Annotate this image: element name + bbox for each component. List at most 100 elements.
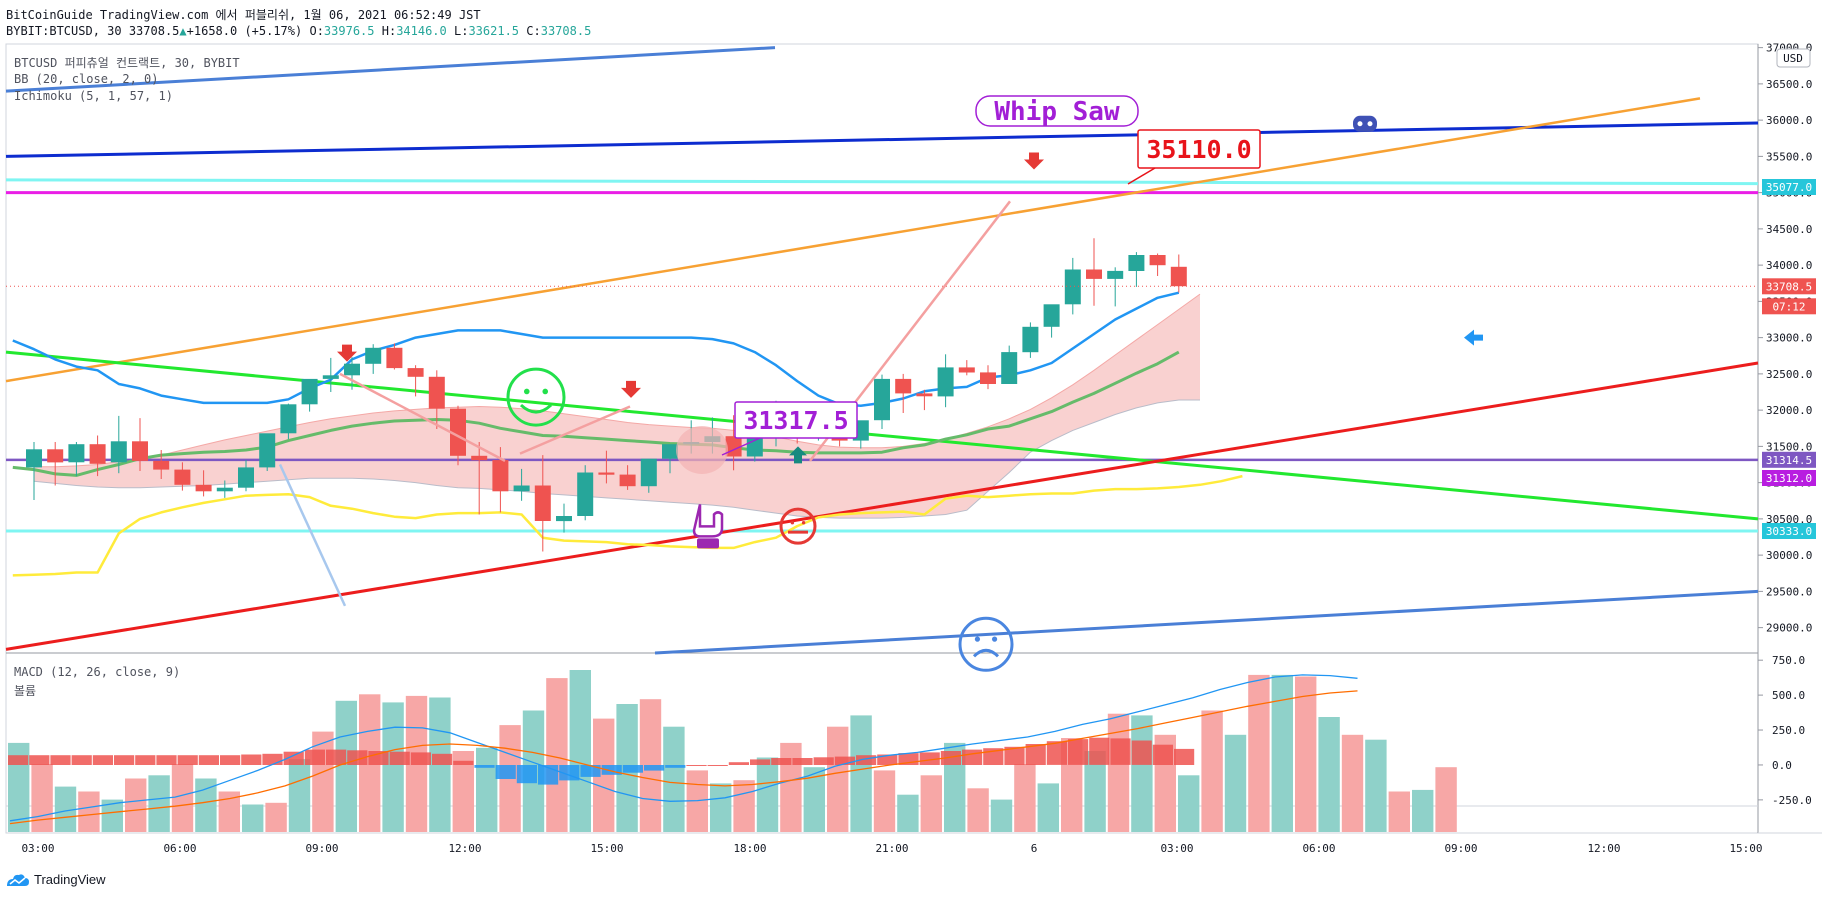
macd-histogram-bar [792,758,813,765]
candle-body [619,474,636,487]
candle-body [640,458,657,487]
neutral-face-icon [779,507,817,545]
price-31317-label-text: 31317.5 [743,406,848,435]
volume-bar [242,804,264,832]
price-tag [1762,470,1816,486]
volume-bar [382,702,404,832]
candle-body [1086,269,1102,279]
candle-body [1149,255,1166,266]
candle-body [513,485,530,492]
macd-histogram-bar [1174,748,1195,765]
price-tag-label: 07:12 [1772,300,1805,313]
macd-histogram-bar [898,753,919,765]
macd-histogram-bar [389,751,410,765]
macd-histogram-bar [50,755,71,765]
macd-line [9,674,1358,822]
candle-body [238,467,254,488]
macd-histogram-bar [834,756,855,765]
macd-histogram-bar [262,753,283,765]
candle-body [365,347,382,364]
face-eye [790,521,795,525]
macd-signal-line [9,690,1358,825]
macd-histogram-bar [177,755,198,765]
macd-histogram-bar [241,754,262,765]
candle-body [110,441,127,463]
macd-histogram-bar [771,758,792,765]
face-eye [991,636,998,642]
time-tick-label: 15:00 [1729,842,1762,855]
cloud-top-line [34,293,1201,468]
robot-eye [1367,121,1373,127]
volume-bar [1318,717,1340,832]
candle-body [556,516,572,522]
volume-bar [967,788,989,832]
tradingview-logo[interactable]: TradingView [6,872,106,887]
happy-face-icon [506,367,566,427]
macd-histogram-bar [156,755,177,765]
candle-body [1022,326,1039,353]
candle-body [344,363,360,376]
candle-body [916,393,933,397]
volume-bar [265,802,287,832]
volume-bar [710,783,732,832]
projection-arrow-small [519,405,631,455]
volume-bar [593,718,615,832]
face-eye [523,388,530,395]
volume-bar [756,757,779,832]
sad-face-icon [958,616,1014,672]
tradingview-brand: TradingView [34,872,106,887]
last-price: 33708.5 [128,24,180,38]
candle-body [428,376,445,409]
time-tick-label: 15:00 [590,842,623,855]
volume-bar [569,670,591,832]
pointing-hand-icon [692,504,724,549]
macd-histogram-bar [198,755,219,765]
price-tick-label: 30500.0 [1766,513,1812,526]
robot-icon [1353,115,1377,132]
macd-histogram-bar [29,755,50,765]
candle-body [958,367,975,373]
face-outline [506,367,566,427]
candle-body [1064,269,1081,305]
open-value: 33976.5 [323,24,375,38]
volume-bar [944,742,966,832]
volume-bar [288,759,311,832]
volume-bar [780,742,802,832]
face-eye [801,521,806,525]
candle-body [577,472,594,516]
cyan-horizontal-line [5,178,1759,186]
currency-box [1776,48,1811,68]
price-tag-label: 31312.0 [1766,472,1812,485]
volume-bar [8,742,30,832]
macd-histogram-bar [962,749,983,765]
volume-bar [1084,751,1106,832]
price-tag-label: 35077.0 [1766,181,1812,194]
volume-bar [1295,676,1317,832]
macd-histogram-bar [1110,738,1131,765]
macd-histogram-bar [813,757,834,765]
price-tag-label: 30333.0 [1766,525,1812,538]
macd-histogram-bar [877,754,898,765]
candle-body [937,367,954,397]
candle-body [534,485,551,521]
candle-body [195,484,212,492]
volume-bar [803,767,825,832]
macd-histogram-bar [1131,740,1152,765]
whip-saw-label: Whip Saw [975,95,1139,127]
volume-bar [1412,789,1434,832]
candle-body [725,436,742,457]
time-tick-label: 09:00 [305,842,338,855]
candle-body [386,347,403,369]
steel-blue-upper-trendline [5,46,776,93]
macd-histogram-bar [750,759,771,765]
candle-body [216,487,233,492]
macd-histogram-bar [856,755,877,765]
hand-shape [692,504,724,538]
time-tick-label: 6 [1031,842,1038,855]
macd-histogram-bar [304,749,325,765]
orange-trendline [5,97,1701,383]
time-tick-label: 03:00 [21,842,54,855]
price-tick-label: 34500.0 [1766,223,1812,236]
currency-label: USD [1783,52,1803,65]
